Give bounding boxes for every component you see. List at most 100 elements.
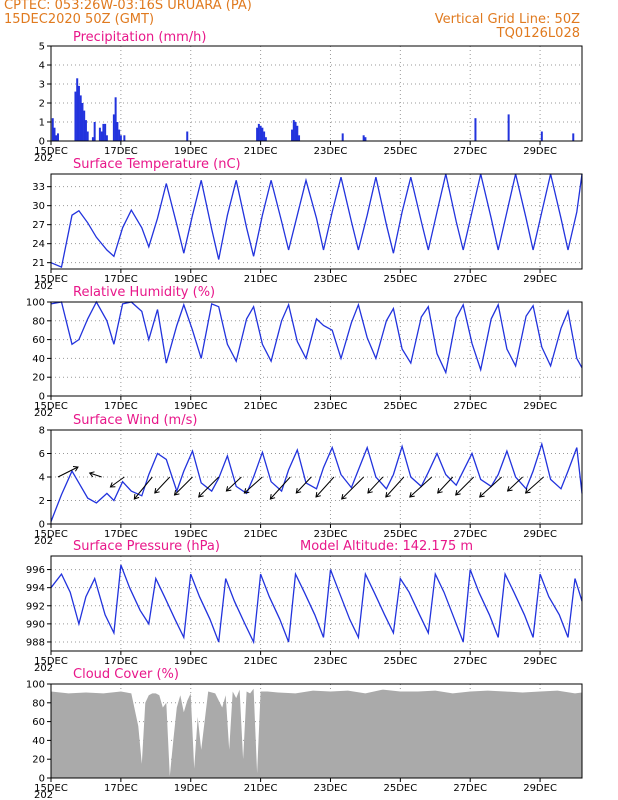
wind-year-fragment: 202 [34,536,53,547]
precipitation-ytick-label: 0 [39,137,45,148]
precipitation-bar [362,135,365,141]
precipitation-bar [100,131,103,141]
cloud-cover-xtick-label: 23DEC [314,783,348,794]
precipitation-bar [257,123,260,141]
wind-vector-arrow [198,476,220,498]
cloud-cover-xtick-label: 21DEC [244,783,278,794]
wind-xtick-label: 21DEC [244,529,278,540]
wind-vector-head [133,493,140,500]
precipitation-bar [572,133,575,141]
pressure-series-line [50,564,583,645]
temperature-ytick-label: 21 [32,258,45,269]
precipitation-bar [540,131,543,141]
pressure-xtick-label: 23DEC [314,656,348,667]
temperature-xtick-label: 15DEC [34,274,68,285]
wind-xtick-label: 27DEC [453,529,487,540]
wind-vector-head [367,488,373,494]
precipitation-ytick-label: 5 [39,42,45,53]
temperature-xtick-label: 19DEC [174,274,208,285]
humidity-xtick-label: 29DEC [523,401,557,412]
wind-ytick-label: 2 [39,496,45,507]
wind-xtick-label: 29DEC [523,529,557,540]
wind-ytick-label: 0 [39,520,45,531]
cloud-cover-xtick-label: 19DEC [174,783,208,794]
wind-vector-head [72,466,79,472]
precipitation-bar [83,110,86,141]
wind-ytick-label: 4 [39,473,45,484]
temperature-xtick-label: 23DEC [314,274,348,285]
pressure-xtick-label: 25DEC [383,656,417,667]
precipitation-bar [79,95,82,141]
precipitation-bar [291,129,294,141]
cloud-cover-ytick-label: 60 [32,717,45,728]
precipitation-bar [341,133,344,141]
humidity-year-fragment: 202 [34,408,53,419]
precipitation-bar [474,118,477,141]
precipitation-bar [264,137,267,141]
precipitation-bar [105,135,108,141]
pressure-xtick-label: 17DEC [104,656,138,667]
humidity-xtick-label: 15DEC [34,401,68,412]
humidity-xtick-label: 19DEC [174,401,208,412]
wind-panel: 0 2 4 6 8 15DEC 17DEC 19DEC 21DEC 23DEC 25DEC 27DEC… [34,413,583,547]
pressure-ytick-label: 988 [26,637,45,648]
precipitation-bar [116,122,119,141]
wind-vector-head [243,488,250,494]
precipitation-bar [86,131,89,141]
wind-frame [50,429,583,525]
precipitation-bar [263,131,266,141]
wind-vector-head [173,489,180,496]
precipitation-bar [56,133,59,141]
pressure-frame [50,555,583,652]
wind-series-line [50,441,583,522]
precipitation-ytick-label: 3 [39,80,45,91]
wind-ytick-label: 8 [39,426,45,437]
humidity-ytick-label: 100 [26,298,45,309]
wind-vector-head [315,492,321,498]
wind-vector-head [341,493,347,500]
pressure-title: Surface Pressure (hPa) [73,539,220,554]
cloud-cover-xtick-label: 27DEC [453,783,487,794]
wind-vector-head [437,488,443,494]
wind-vector-arrow [455,476,475,496]
wind-vector-arrow [367,476,384,494]
temperature-ytick-label: 24 [32,239,45,250]
wind-vector-head [154,488,160,494]
precipitation-ytick-label: 1 [39,118,45,129]
precipitation-bar [91,137,94,141]
header-model-code: TQ0126L028 [496,26,580,41]
cloud-cover-xtick-label: 17DEC [104,783,138,794]
wind-vector-head [295,488,302,494]
cloud-cover-title: Cloud Cover (%) [73,667,179,682]
wind-ytick-label: 6 [39,449,45,460]
precipitation-bar [53,127,56,141]
temperature-ytick-label: 27 [32,220,45,231]
precipitation-year-fragment: 202 [34,153,53,164]
precipitation-bar [123,135,126,141]
wind-vector-arrow [341,476,365,500]
wind-vector-arrow [409,476,433,498]
humidity-title: Relative Humidity (%) [73,285,215,300]
precipitation-bar [74,91,77,141]
pressure-ytick-label: 996 [26,565,45,576]
wind-vector-head [479,492,485,498]
temperature-xtick-label: 29DEC [523,274,557,285]
precipitation-bar [55,135,58,141]
cloud-cover-frame [50,683,583,779]
wind-vector-arrow [295,476,312,494]
header-grid-line: Vertical Grid Line: 50Z [434,12,580,27]
temperature-xtick-label: 17DEC [104,274,138,285]
precipitation-bar [259,125,262,141]
precipitation-bar [98,127,101,141]
pressure-ytick-label: 990 [26,619,45,630]
wind-xtick-label: 17DEC [104,529,138,540]
precipitation-bar [102,123,105,141]
temperature-xtick-label: 21DEC [244,274,278,285]
humidity-xtick-label: 21DEC [244,401,278,412]
precipitation-title: Precipitation (mm/h) [73,30,206,45]
humidity-ytick-label: 60 [32,335,45,346]
precipitation-frame [50,45,583,142]
humidity-ytick-label: 20 [32,373,45,384]
precipitation-ytick-label: 4 [39,61,45,72]
wind-vector-arrow [154,476,171,494]
